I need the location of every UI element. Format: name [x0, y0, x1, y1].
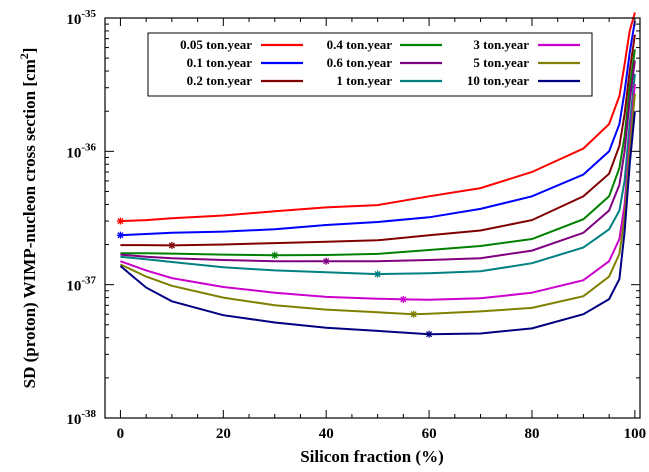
x-tick-label: 60 [422, 426, 437, 442]
y-axis-title-close: ] [20, 48, 39, 54]
series-line-7 [119, 93, 636, 316]
series-marker-0 [116, 217, 124, 225]
legend-label: 0.4 ton.year [327, 37, 393, 52]
x-tick-label: 100 [624, 426, 647, 442]
legend-label: 5 ton.year [473, 55, 529, 70]
y-tick-label: 10-36 [66, 141, 96, 161]
series-line-2 [120, 34, 636, 247]
plot-frame [104, 17, 641, 419]
series-line-3 [120, 49, 636, 257]
legend-box [147, 32, 593, 97]
series-marker-8 [425, 330, 433, 338]
x-tick-label: 0 [117, 426, 125, 442]
series-line-6 [120, 83, 636, 301]
legend-label: 0.2 ton.year [187, 73, 253, 88]
legend-label: 1 ton.year [336, 73, 392, 88]
series-line-0 [120, 12, 636, 223]
y-axis-ticks: 10-38 10-37 10-36 10-35 [66, 8, 640, 428]
x-tick-label: 80 [524, 426, 539, 442]
y-axis-title-sup: 2 [17, 53, 31, 59]
series-marker-7 [410, 310, 418, 318]
series-marker-6 [399, 295, 407, 303]
x-tick-label: 20 [216, 426, 231, 442]
y-axis-title: SD (proton) WIMP-nucleon cross section [… [17, 48, 39, 389]
legend-label: 0.05 ton.year [180, 37, 252, 52]
series-line-1 [120, 20, 636, 237]
series-line-8 [119, 111, 636, 336]
legend-label: 0.6 ton.year [327, 55, 393, 70]
legend-label: 3 ton.year [473, 37, 529, 52]
series-line-4 [120, 60, 636, 263]
series-marker-1 [116, 231, 124, 239]
x-axis-title: Silicon fraction (%) [300, 447, 444, 466]
x-axis-ticks: 0 20 40 60 80 100 [117, 18, 646, 442]
series-marker-5 [374, 270, 382, 278]
series-line-5 [120, 73, 636, 276]
legend-label: 10 ton.year [467, 73, 529, 88]
series-marker-3 [271, 251, 279, 259]
y-tick-label: 10-37 [66, 275, 96, 295]
series-layer [116, 12, 636, 338]
series-marker-2 [168, 241, 176, 249]
series-marker-4 [322, 257, 330, 265]
y-tick-label: 10-38 [66, 408, 96, 428]
y-axis-title-main: SD (proton) WIMP-nucleon cross section [… [20, 59, 39, 388]
legend-label: 0.1 ton.year [187, 55, 253, 70]
legend: 0.05 ton.year 0.1 ton.year 0.2 ton.year 0.4… [147, 32, 593, 97]
x-tick-label: 40 [319, 426, 334, 442]
y-tick-label: 10-35 [66, 8, 96, 28]
